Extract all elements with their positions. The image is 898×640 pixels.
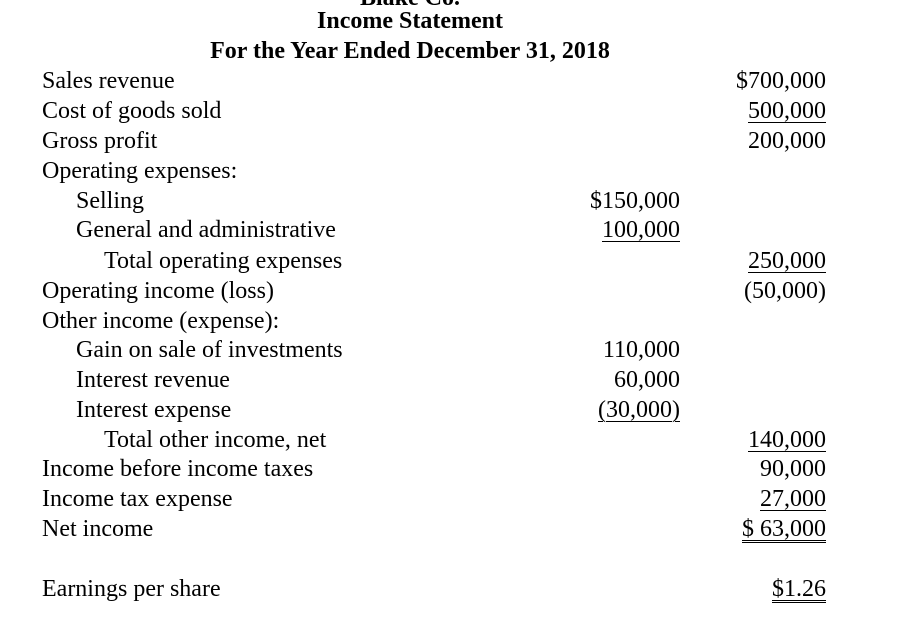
row-label: Total other income, net xyxy=(104,427,327,453)
row-label: Operating expenses: xyxy=(42,158,238,184)
amount-col2: 27,000 xyxy=(760,486,826,512)
row-interest-revenue: Interest revenue 60,000 xyxy=(0,366,898,396)
amount-col2: $1.26 xyxy=(772,576,826,602)
amount-col2: $700,000 xyxy=(736,68,826,94)
row-selling: Selling $150,000 xyxy=(0,187,898,217)
statement-title: Income Statement xyxy=(317,8,503,34)
row-label: Interest revenue xyxy=(76,367,230,393)
row-label: Income tax expense xyxy=(42,486,233,512)
row-label: Selling xyxy=(76,188,145,214)
company-name: Blake Co. xyxy=(0,0,820,10)
row-cost-of-goods-sold: Cost of goods sold 500,000 xyxy=(0,97,898,127)
row-gain-on-sale: Gain on sale of investments 110,000 xyxy=(0,336,898,366)
row-label: Sales revenue xyxy=(42,68,175,94)
amount-col2: 90,000 xyxy=(760,456,826,482)
row-other-income-heading: Other income (expense): xyxy=(0,307,898,337)
amount-col2: 200,000 xyxy=(748,128,826,154)
row-label: Gain on sale of investments xyxy=(76,337,343,363)
row-label: Other income (expense): xyxy=(42,308,280,334)
row-net-income: Net income $ 63,000 xyxy=(0,515,898,545)
amount-col2: $ 63,000 xyxy=(742,516,826,542)
row-label: Gross profit xyxy=(42,128,158,154)
amount-col2: 500,000 xyxy=(748,98,826,124)
amount-col1: 60,000 xyxy=(614,367,680,393)
row-label: General and administrative xyxy=(76,217,336,243)
amount-col2: (50,000) xyxy=(744,278,826,304)
amount-col1: 100,000 xyxy=(602,217,680,243)
row-label: Operating income (loss) xyxy=(42,278,274,304)
amount-col1: 110,000 xyxy=(602,337,680,363)
row-gross-profit: Gross profit 200,000 xyxy=(0,127,898,157)
amount-col1: (30,000) xyxy=(598,397,680,423)
amount-col2: 250,000 xyxy=(748,248,826,274)
amount-col1: $150,000 xyxy=(590,188,680,214)
row-operating-expenses-heading: Operating expenses: xyxy=(0,157,898,187)
row-label: Net income xyxy=(42,516,154,542)
row-label: Interest expense xyxy=(76,397,232,423)
row-label: Income before income taxes xyxy=(42,456,314,482)
row-total-operating-expenses: Total operating expenses 250,000 xyxy=(0,247,898,277)
statement-period: For the Year Ended December 31, 2018 xyxy=(210,38,610,64)
row-label: Total operating expenses xyxy=(104,248,343,274)
row-earnings-per-share: Earnings per share $1.26 xyxy=(0,575,898,605)
row-label: Cost of goods sold xyxy=(42,98,222,124)
row-general-administrative: General and administrative 100,000 xyxy=(0,216,898,246)
row-total-other-income: Total other income, net 140,000 xyxy=(0,426,898,456)
row-income-before-taxes: Income before income taxes 90,000 xyxy=(0,455,898,485)
row-income-tax-expense: Income tax expense 27,000 xyxy=(0,485,898,515)
row-sales-revenue: Sales revenue $700,000 xyxy=(0,67,898,97)
row-interest-expense: Interest expense (30,000) xyxy=(0,396,898,426)
row-label: Earnings per share xyxy=(42,576,221,602)
amount-col2: 140,000 xyxy=(748,427,826,453)
row-operating-income: Operating income (loss) (50,000) xyxy=(0,277,898,307)
